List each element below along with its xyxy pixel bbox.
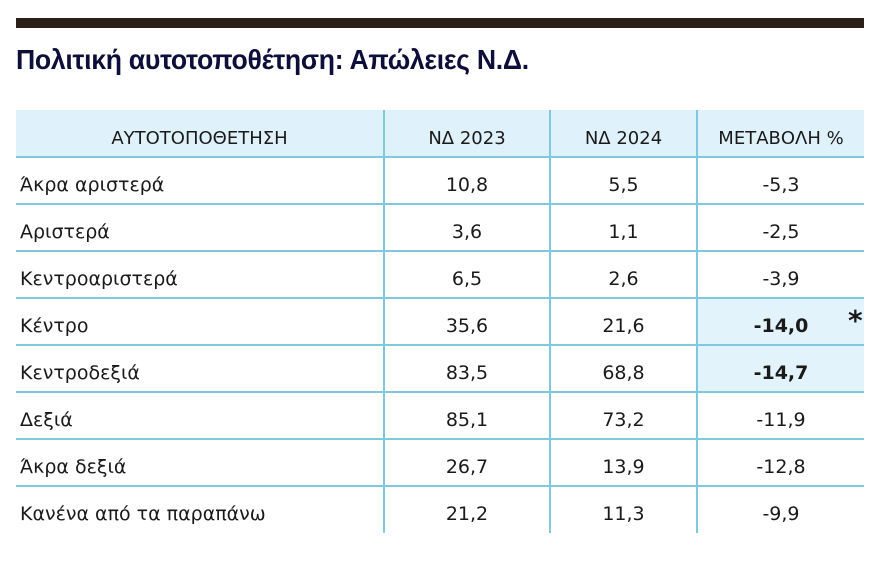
column-header-nd-2023: ΝΔ 2023 bbox=[384, 110, 551, 158]
table-row: Άκρα δεξιά 26,7 13,9 -12,8 bbox=[16, 439, 864, 487]
nd-2024-value: 73,2 bbox=[550, 392, 698, 440]
page-title: Πολιτική αυτοτοποθέτηση: Απώλειες Ν.Δ. bbox=[16, 44, 529, 75]
table-row: Κέντρο 35,6 21,6 -14,0 bbox=[16, 298, 864, 346]
change-value-highlighted: -14,0 bbox=[697, 298, 864, 346]
results-table: ΑΥΤΟΤΟΠΟΘΕΤΗΣΗ ΝΔ 2023 ΝΔ 2024 ΜΕΤΑΒΟΛΗ … bbox=[16, 110, 864, 533]
change-value-highlighted: -14,7 bbox=[697, 345, 864, 393]
table-row: Άκρα αριστερά 10,8 5,5 -5,3 bbox=[16, 157, 864, 205]
row-label: Κέντρο bbox=[16, 298, 385, 346]
column-header-change: ΜΕΤΑΒΟΛΗ % bbox=[697, 110, 864, 158]
table-row: Κεντροδεξιά 83,5 68,8 -14,7 bbox=[16, 345, 864, 393]
nd-2024-value: 11,3 bbox=[550, 486, 698, 533]
nd-2023-value: 85,1 bbox=[384, 392, 551, 440]
nd-2023-value: 21,2 bbox=[384, 486, 551, 533]
change-value: -5,3 bbox=[697, 157, 864, 205]
nd-2023-value: 83,5 bbox=[384, 345, 551, 393]
nd-2024-value: 2,6 bbox=[550, 251, 698, 299]
table-header-row: ΑΥΤΟΤΟΠΟΘΕΤΗΣΗ ΝΔ 2023 ΝΔ 2024 ΜΕΤΑΒΟΛΗ … bbox=[16, 110, 864, 158]
nd-2023-value: 3,6 bbox=[384, 204, 551, 252]
change-value: -9,9 bbox=[762, 503, 800, 525]
row-label: Κεντροδεξιά bbox=[16, 345, 385, 393]
row-label: Κανένα από τα παραπάνω bbox=[16, 486, 385, 533]
results-table-container: ΑΥΤΟΤΟΠΟΘΕΤΗΣΗ ΝΔ 2023 ΝΔ 2024 ΜΕΤΑΒΟΛΗ … bbox=[16, 110, 864, 533]
nd-2024-value: 21,6 bbox=[550, 298, 698, 346]
footnote-asterisk: * bbox=[848, 304, 863, 337]
change-value: -2,5 bbox=[697, 204, 864, 252]
table-row: Αριστερά 3,6 1,1 -2,5 bbox=[16, 204, 864, 252]
table-row: Δεξιά 85,1 73,2 -11,9 bbox=[16, 392, 864, 440]
row-label: Δεξιά bbox=[16, 392, 385, 440]
change-value: -12,8 bbox=[697, 439, 864, 487]
change-value: -3,9 bbox=[697, 251, 864, 299]
nd-2023-value: 26,7 bbox=[384, 439, 551, 487]
table-row: Κανένα από τα παραπάνω 21,2 11,3 -9,9 bbox=[16, 486, 864, 533]
nd-2024-value: 5,5 bbox=[550, 157, 698, 205]
nd-2024-value: 68,8 bbox=[550, 345, 698, 393]
row-label: Αριστερά bbox=[16, 204, 385, 252]
nd-2023-value: 10,8 bbox=[384, 157, 551, 205]
top-rule-bar bbox=[16, 18, 864, 28]
nd-2024-value: 13,9 bbox=[550, 439, 698, 487]
nd-2024-value: 1,1 bbox=[550, 204, 698, 252]
row-label: Κεντροαριστερά bbox=[16, 251, 385, 299]
nd-2023-value: 35,6 bbox=[384, 298, 551, 346]
row-label: Άκρα δεξιά bbox=[16, 439, 385, 487]
column-header-nd-2024: ΝΔ 2024 bbox=[550, 110, 698, 158]
nd-2023-value: 6,5 bbox=[384, 251, 551, 299]
change-value: -11,9 bbox=[697, 392, 864, 440]
table-row: Κεντροαριστερά 6,5 2,6 -3,9 bbox=[16, 251, 864, 299]
row-label: Άκρα αριστερά bbox=[16, 157, 385, 205]
column-header-self-placement: ΑΥΤΟΤΟΠΟΘΕΤΗΣΗ bbox=[16, 110, 385, 158]
